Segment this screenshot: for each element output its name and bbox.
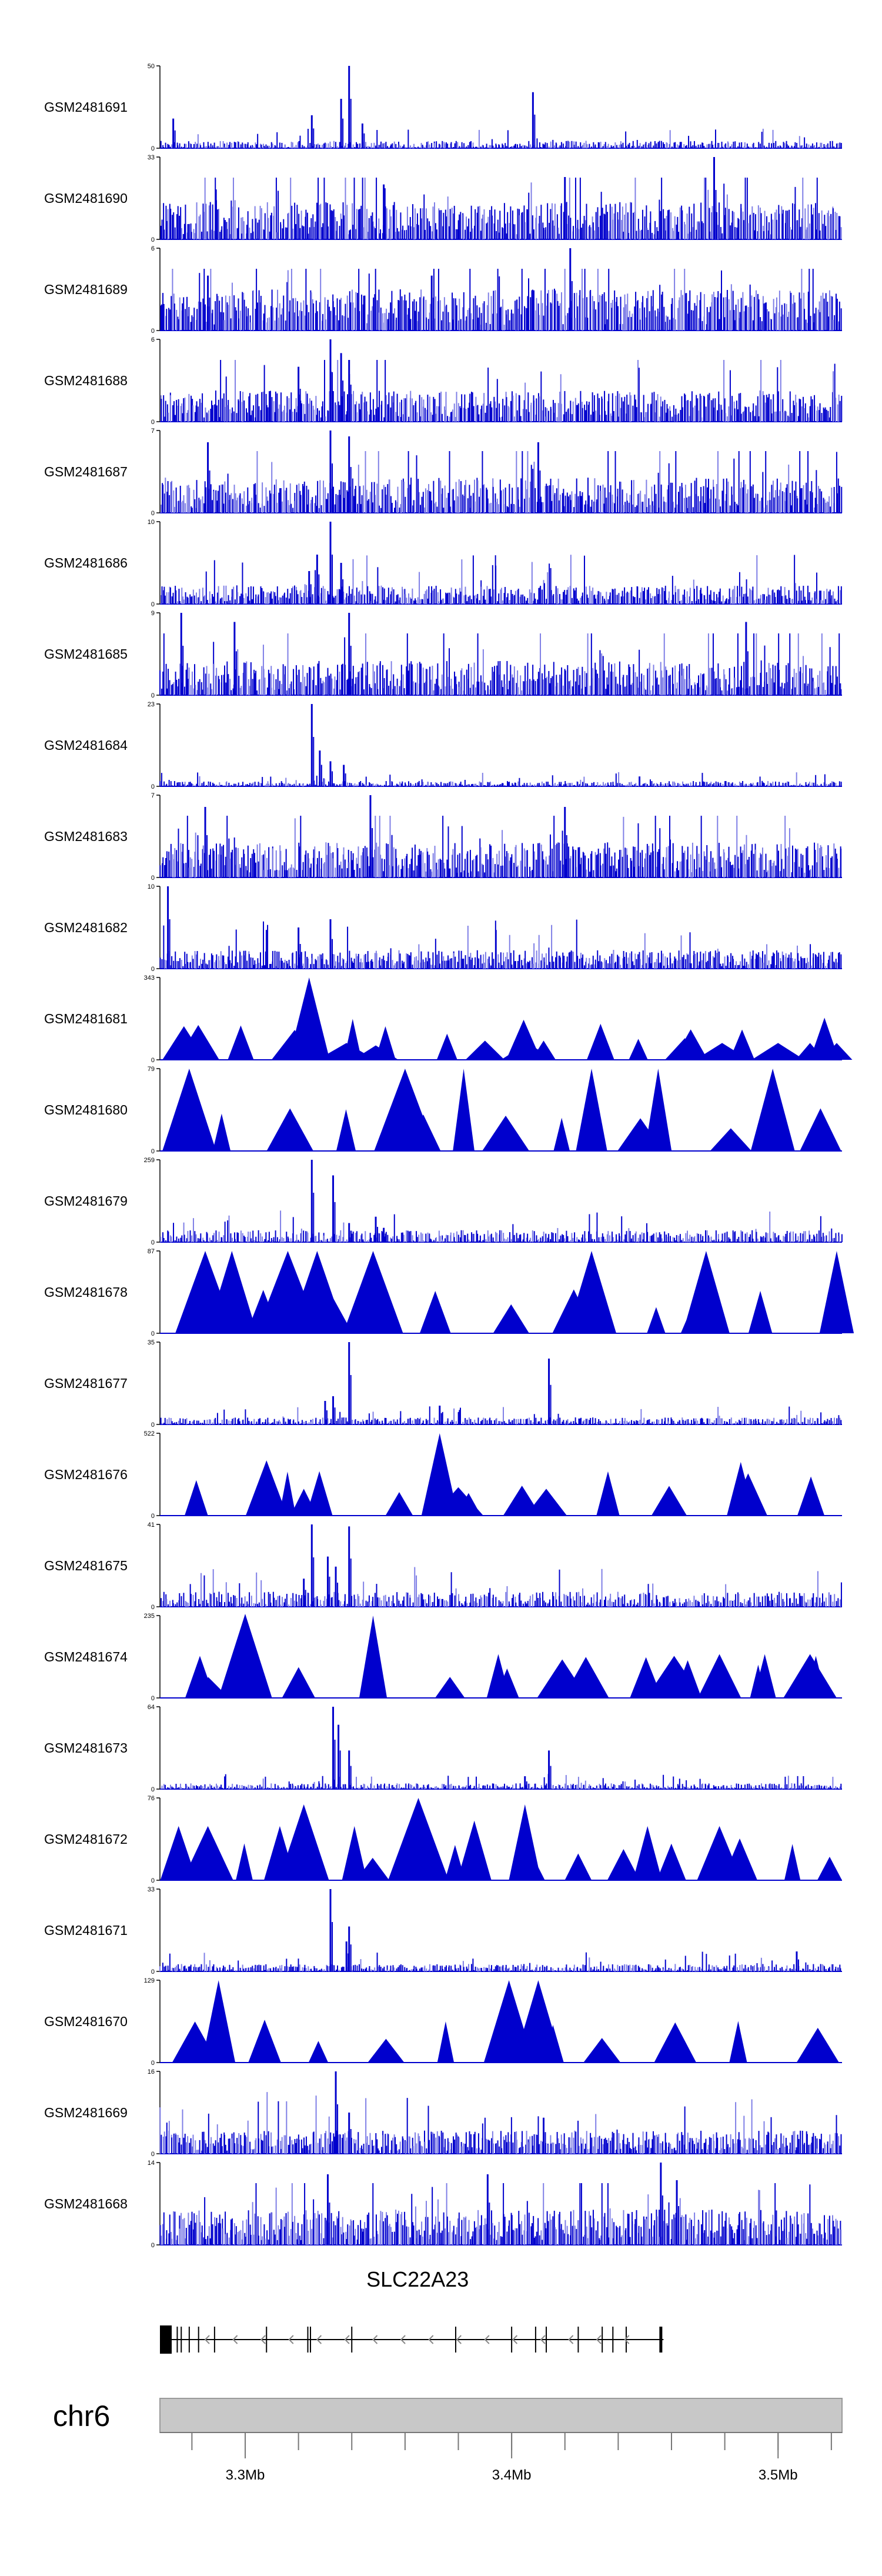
bar-series (160, 339, 843, 422)
track-label: GSM2481686 (44, 555, 128, 570)
y-max-label: 7 (151, 792, 155, 799)
coverage-track: GSM2481684 23 0 (44, 701, 842, 790)
y-zero-label: 0 (151, 510, 155, 517)
y-max-label: 9 (151, 610, 155, 617)
bar-series (159, 613, 842, 695)
track-label: GSM2481682 (44, 920, 128, 935)
track-label: GSM2481685 (44, 646, 128, 662)
bar-series (159, 886, 842, 969)
y-zero-label: 0 (151, 875, 155, 882)
coverage-track: GSM2481686 10 0 (44, 519, 842, 608)
track-label: GSM2481687 (44, 464, 128, 479)
y-max-label: 10 (148, 883, 155, 890)
coverage-track: GSM2481687 7 0 (44, 428, 843, 517)
track-label: GSM2481691 (44, 99, 128, 115)
bar-series (159, 795, 842, 877)
y-zero-label: 0 (151, 145, 155, 152)
y-max-label: 10 (148, 519, 155, 526)
y-zero-label: 0 (151, 692, 155, 699)
coverage-track: GSM2481683 7 0 (44, 792, 842, 882)
track-label: GSM2481690 (44, 191, 128, 206)
track-label: GSM2481684 (44, 738, 128, 753)
bar-series (160, 157, 842, 239)
coverage-track: GSM2481691 50 0 (44, 63, 842, 152)
y-max-label: 50 (148, 63, 155, 70)
y-max-label: 33 (148, 154, 155, 161)
y-zero-label: 0 (151, 236, 155, 243)
y-zero-label: 0 (151, 419, 155, 426)
y-max-label: 23 (148, 701, 155, 708)
bar-series (161, 522, 842, 604)
coverage-track: GSM2481690 33 0 (44, 154, 842, 243)
bar-series (159, 704, 842, 786)
y-zero-label: 0 (151, 601, 155, 608)
bar-series (160, 66, 842, 148)
y-max-label: 6 (151, 245, 155, 252)
coverage-track: GSM2481685 9 0 (44, 610, 842, 699)
coverage-track: GSM2481688 6 0 (44, 336, 843, 426)
y-zero-label: 0 (151, 328, 155, 335)
y-max-label: 6 (151, 336, 155, 343)
track-label: GSM2481683 (44, 829, 128, 844)
track-label: GSM2481689 (44, 282, 128, 297)
y-max-label: 7 (151, 428, 155, 435)
coverage-tracks: GSM2481691500GSM2481690330GSM248168960GS… (44, 63, 854, 2249)
track-label: GSM2481688 (44, 373, 128, 388)
coverage-track: GSM2481682 10 0 (44, 883, 842, 973)
coverage-track: GSM2481689 6 0 (44, 245, 842, 335)
y-zero-label: 0 (151, 783, 155, 790)
y-zero-label: 0 (151, 966, 155, 973)
bar-series (160, 248, 842, 331)
bar-series (161, 431, 843, 513)
